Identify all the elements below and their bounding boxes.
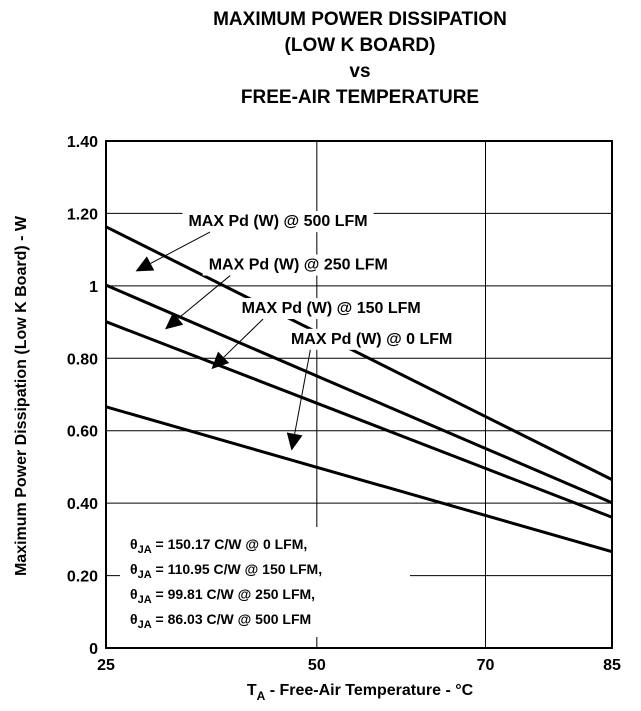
annotation-label-background xyxy=(235,298,427,320)
annotation-arrowhead xyxy=(211,351,230,370)
title-line-2: (LOW K BOARD) xyxy=(285,35,436,56)
theta-subscript: JA xyxy=(138,544,152,556)
annotation-label-background xyxy=(202,254,394,276)
title-line-1: MAXIMUM POWER DISSIPATION xyxy=(213,9,507,30)
theta-note-4: θJA = 86.03 C/W @ 500 LFM xyxy=(130,611,311,631)
y-tick-label: 0.20 xyxy=(67,569,98,586)
series-line-4 xyxy=(105,405,613,554)
theta-value: = 150.17 C/W @ 0 LFM, xyxy=(152,536,308,552)
series-annotation-label: MAX Pd (W) @ 150 LFM xyxy=(242,300,421,317)
y-tick-label: 0.40 xyxy=(67,496,98,513)
theta-note-2: θJA = 110.95 C/W @ 150 LFM, xyxy=(130,561,322,581)
x-tick-label: 70 xyxy=(477,657,495,674)
x-tick-label: 85 xyxy=(603,657,621,674)
y-tick-label: 0.80 xyxy=(67,351,98,368)
x-tick-label: 50 xyxy=(308,657,326,674)
series-annotation-label: MAX Pd (W) @ 250 LFM xyxy=(209,257,388,274)
y-tick-label: 1.40 xyxy=(67,134,98,151)
theta-subscript: JA xyxy=(138,594,152,606)
annotation-leader-line xyxy=(150,231,211,264)
x-axis-label-symbol: T xyxy=(247,682,257,699)
annotation-leader-line xyxy=(294,349,311,435)
theta-value: = 110.95 C/W @ 150 LFM, xyxy=(152,561,322,577)
annotation-leader-line xyxy=(177,275,231,319)
annotation-label-background xyxy=(284,328,459,350)
title-line-3: vs xyxy=(349,61,370,82)
series-annotation-label: MAX Pd (W) @ 0 LFM xyxy=(291,331,452,348)
series-line-1 xyxy=(105,225,613,481)
chart-title: MAXIMUM POWER DISSIPATION (LOW K BOARD) … xyxy=(213,9,507,108)
theta-notes: θJA = 150.17 C/W @ 0 LFM, θJA = 110.95 C… xyxy=(120,527,410,637)
series-line-3 xyxy=(105,320,613,519)
x-axis-label: TA - Free-Air Temperature - °C xyxy=(247,682,474,703)
plot-frame xyxy=(105,140,613,649)
theta-note-3: θJA = 99.81 C/W @ 250 LFM, xyxy=(130,586,315,606)
title-line-4: FREE-AIR TEMPERATURE xyxy=(241,87,479,108)
x-axis-label-text: - Free-Air Temperature - °C xyxy=(265,682,473,699)
annotation-leader-line xyxy=(223,318,264,358)
annotation-arrowhead xyxy=(286,432,303,451)
annotation-arrowhead xyxy=(165,312,184,330)
theta-subscript: JA xyxy=(138,569,152,581)
y-tick-label: 0.60 xyxy=(67,424,98,441)
y-tick-label: 0 xyxy=(89,641,98,658)
y-tick-label: 1.20 xyxy=(67,206,98,223)
theta-symbol: θ xyxy=(130,611,138,627)
x-axis-label-subscript: A xyxy=(257,689,266,703)
series-line-2 xyxy=(105,283,613,505)
theta-symbol: θ xyxy=(130,561,138,577)
theta-value: = 99.81 C/W @ 250 LFM, xyxy=(152,586,315,602)
theta-notes-background xyxy=(120,527,410,637)
theta-subscript: JA xyxy=(138,619,152,631)
annotation-label-background xyxy=(182,211,374,233)
annotation-arrowhead xyxy=(135,256,155,272)
x-tick-label: 25 xyxy=(97,657,115,674)
theta-symbol: θ xyxy=(130,536,138,552)
tick-labels: 0 0.20 0.40 0.60 0.80 1 1.20 1.40 25 50 70 85 xyxy=(67,134,621,674)
series-annotations: MAX Pd (W) @ 500 LFM MAX Pd (W) @ 250 LFM… xyxy=(135,211,459,451)
series-lines xyxy=(105,225,613,554)
theta-symbol: θ xyxy=(130,586,138,602)
theta-note-1: θJA = 150.17 C/W @ 0 LFM, xyxy=(130,536,307,556)
y-axis-label: Maximum Power Dissipation (Low K Board) … xyxy=(13,215,30,576)
y-tick-label: 1 xyxy=(89,279,98,296)
theta-value: = 86.03 C/W @ 500 LFM xyxy=(152,611,312,627)
series-annotation-label: MAX Pd (W) @ 500 LFM xyxy=(188,213,367,230)
